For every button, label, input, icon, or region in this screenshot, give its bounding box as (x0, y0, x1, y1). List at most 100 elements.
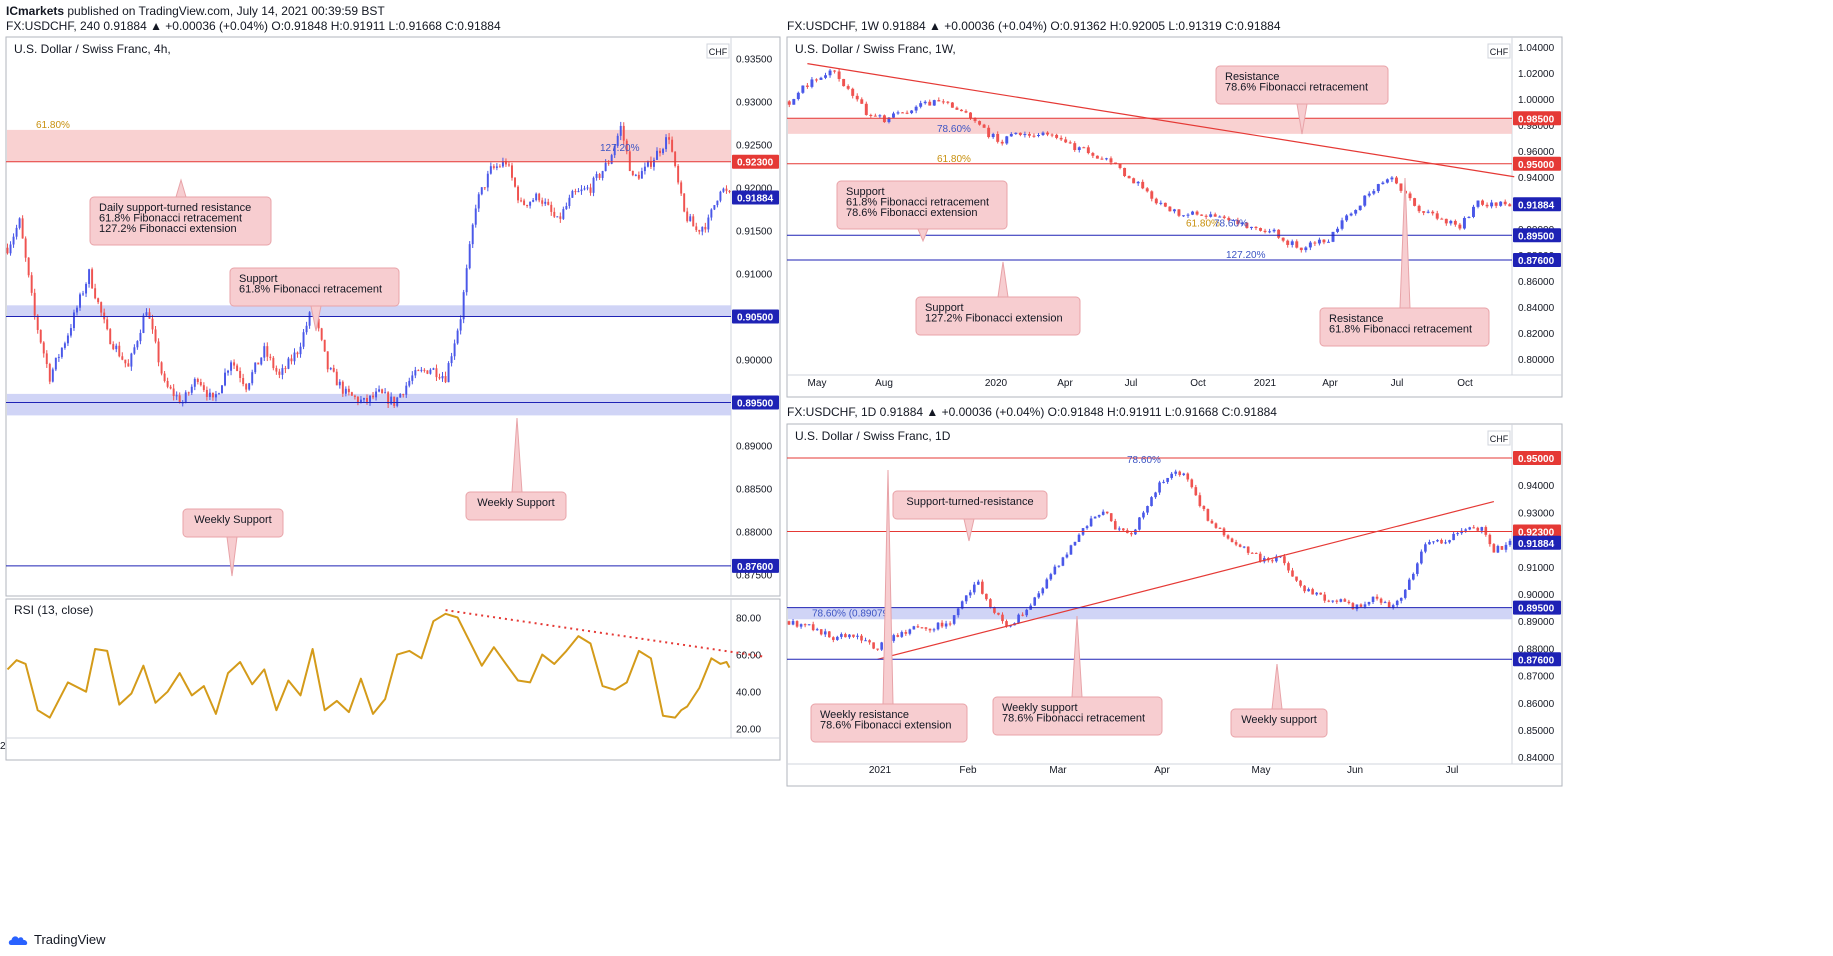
candle-body (689, 216, 692, 222)
candle-body (284, 368, 287, 370)
candle-body (1504, 544, 1508, 550)
h4-annotation-callout[interactable]: Weekly Support (465, 417, 567, 521)
w1-price-label-text: 0.98500 (1518, 114, 1555, 125)
candle-body (257, 362, 260, 365)
candle-body (429, 369, 432, 374)
candle-body (69, 328, 72, 336)
candle-body (1467, 216, 1471, 218)
d1-y-tick: 0.94000 (1518, 481, 1555, 492)
h4-annotation-callout[interactable]: Weekly Support (182, 508, 284, 577)
candle-body (1391, 605, 1395, 608)
w1-currency-badge-text: CHF (1490, 47, 1509, 57)
candle-body (964, 595, 968, 602)
callout-text: Support (846, 186, 885, 198)
candle-body (184, 392, 187, 403)
h4-fib-label: 61.80% (36, 120, 70, 131)
candle-body (299, 346, 302, 355)
callout-text: 61.8% Fibonacci retracement (846, 197, 989, 209)
candle-body (290, 358, 293, 362)
candle-body (928, 628, 932, 631)
candle-body (414, 370, 417, 376)
candle-body (981, 581, 984, 594)
d1-price-label-text: 0.91884 (1518, 539, 1555, 550)
d1-currency-badge[interactable] (1487, 430, 1511, 446)
candle-body (474, 208, 477, 225)
candle-body (1242, 546, 1246, 548)
h4-price-label (732, 395, 779, 410)
candle-body (1308, 242, 1312, 248)
candle-body (45, 353, 48, 365)
h4-y-tick: 0.88000 (736, 528, 773, 539)
candle-body (1055, 134, 1059, 138)
d1-trendline[interactable] (877, 500, 1495, 660)
candle-body (598, 174, 601, 178)
candle-body (60, 347, 63, 357)
d1-annotation-callout[interactable]: Weekly support (1230, 663, 1328, 738)
candle-body (1178, 471, 1182, 475)
publisher-name[interactable]: ICmarkets (6, 4, 65, 18)
w1-price-label-text: 0.95000 (1518, 160, 1555, 171)
d1-y-tick: 0.88000 (1518, 644, 1555, 655)
d1-annotation-callout[interactable]: Support-turned-resistance (892, 490, 1048, 542)
candle-body (124, 359, 127, 364)
candle-body (308, 312, 311, 326)
candle-body (923, 101, 927, 104)
candle-body (1313, 242, 1317, 244)
candle-body (973, 118, 977, 122)
candle-body (242, 377, 245, 385)
candle-body (1246, 546, 1250, 553)
h4-y-tick: 0.92000 (736, 184, 773, 195)
h4-zone (7, 129, 731, 162)
w1-price-label (1513, 228, 1561, 243)
tradingview-footer[interactable]: TradingView (8, 932, 106, 947)
rsi-y-tick: 40.00 (736, 688, 761, 699)
candle-body (991, 133, 995, 138)
candle-body (1245, 222, 1249, 229)
candle-body (1218, 216, 1222, 218)
candle-body (341, 381, 344, 394)
w1-trendline[interactable] (807, 63, 1515, 178)
candle-body (435, 368, 438, 378)
h4-currency-badge[interactable] (706, 43, 730, 59)
w1-fib-label: 127.20% (1226, 250, 1266, 261)
candle-body (1422, 211, 1426, 213)
candle-body (1456, 533, 1459, 535)
candle-body (378, 389, 381, 392)
candle-body (946, 101, 950, 103)
candle-body (1263, 230, 1267, 233)
w1-price-label (1513, 252, 1561, 267)
candle-body (728, 190, 731, 193)
candle-body (190, 386, 193, 393)
candle-body (1426, 211, 1430, 213)
candle-body (1500, 546, 1504, 550)
d1-x-tick: Mar (1049, 765, 1067, 776)
candle-body (1468, 527, 1472, 530)
candle-body (504, 161, 507, 165)
candle-body (1383, 602, 1387, 604)
candle-body (671, 139, 674, 152)
w1-currency-badge[interactable] (1487, 43, 1511, 59)
candle-body (483, 187, 486, 189)
candle-body (495, 166, 498, 168)
candle-body (221, 385, 223, 394)
callout-text: 78.6% Fibonacci retracement (1002, 713, 1145, 725)
w1-x-tick: Oct (1190, 378, 1206, 389)
candle-body (1105, 511, 1109, 514)
candle-body (12, 236, 15, 245)
callout-box (1230, 708, 1328, 738)
candle-body (269, 356, 272, 358)
candle-body (217, 393, 220, 395)
candle-body (1476, 200, 1480, 207)
candle-body (1291, 570, 1294, 577)
candle-body (1240, 222, 1244, 225)
candle-body (347, 388, 350, 393)
callout-text: Weekly support (1241, 714, 1317, 726)
